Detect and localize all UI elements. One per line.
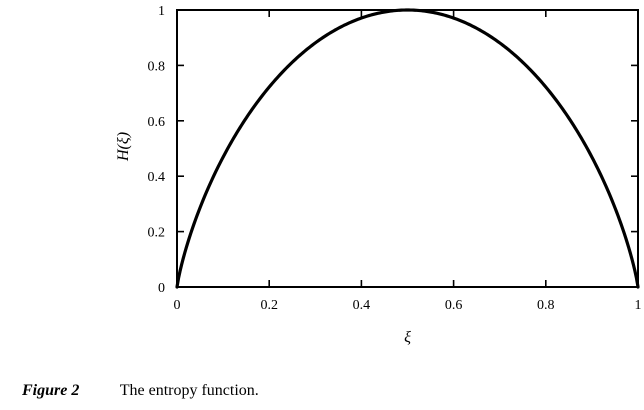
x-tick-label: 0 [174, 298, 181, 313]
x-axis-ticks: 0 0.2 0.4 0.6 0.8 1 [174, 10, 642, 313]
figure-label: Figure 2 [22, 382, 80, 399]
y-tick-label: 0.2 [148, 226, 166, 241]
y-tick-label: 1 [158, 4, 165, 19]
y-tick-label: 0.4 [148, 170, 166, 185]
x-tick-label: 0.2 [260, 298, 278, 313]
entropy-curve [175, 8, 640, 289]
x-axis-label: ξ [404, 329, 411, 346]
figure-caption-text: The entropy function. [119, 382, 259, 399]
x-tick-label: 0.6 [445, 298, 463, 313]
x-tick-label: 1 [635, 298, 642, 313]
figure-caption: Figure 2 The entropy function. [22, 382, 259, 400]
y-tick-label: 0 [158, 281, 165, 296]
plot-frame [176, 9, 639, 288]
x-tick-label: 0.8 [537, 298, 555, 313]
y-tick-label: 0.6 [148, 115, 166, 130]
y-axis-label: H(ξ) [115, 132, 132, 162]
x-tick-label: 0.4 [353, 298, 371, 313]
y-axis-ticks: 0 0.2 0.4 0.6 0.8 1 [148, 4, 638, 296]
entropy-chart: 0 0.2 0.4 0.6 0.8 1 0 0.2 0.4 0.6 0.8 1 ξ H(ξ) [115, 4, 642, 346]
y-tick-label: 0.8 [148, 59, 166, 74]
